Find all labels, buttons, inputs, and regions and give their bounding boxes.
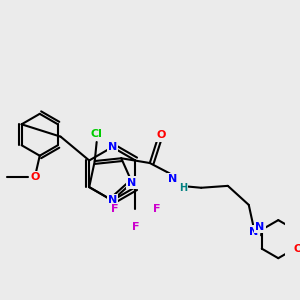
Text: N: N: [108, 195, 117, 206]
Text: Cl: Cl: [91, 129, 103, 140]
Text: O: O: [294, 244, 300, 254]
Text: N: N: [255, 222, 265, 232]
Text: H: H: [179, 183, 187, 193]
Text: O: O: [157, 130, 166, 140]
Text: N: N: [249, 226, 258, 236]
Text: N: N: [108, 142, 117, 152]
Text: F: F: [111, 204, 118, 214]
Text: O: O: [30, 172, 40, 182]
Text: F: F: [153, 204, 160, 214]
Text: N: N: [128, 178, 137, 188]
Text: N: N: [168, 174, 177, 184]
Text: F: F: [132, 222, 139, 232]
